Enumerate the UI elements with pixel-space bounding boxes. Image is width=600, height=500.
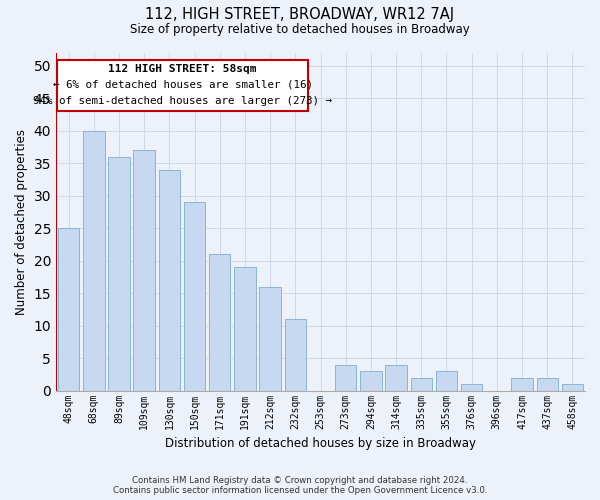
Bar xyxy=(234,267,256,390)
Bar xyxy=(259,286,281,391)
Bar xyxy=(335,364,356,390)
Bar xyxy=(158,170,180,390)
Bar xyxy=(562,384,583,390)
Bar xyxy=(58,228,79,390)
Y-axis label: Number of detached properties: Number of detached properties xyxy=(15,128,28,314)
Text: Contains HM Land Registry data © Crown copyright and database right 2024.
Contai: Contains HM Land Registry data © Crown c… xyxy=(113,476,487,495)
Bar xyxy=(410,378,432,390)
Text: ← 6% of detached houses are smaller (16): ← 6% of detached houses are smaller (16) xyxy=(53,80,313,90)
Text: 94% of semi-detached houses are larger (273) →: 94% of semi-detached houses are larger (… xyxy=(33,96,332,106)
Bar xyxy=(436,371,457,390)
FancyBboxPatch shape xyxy=(58,60,308,111)
Bar xyxy=(209,254,230,390)
Bar xyxy=(109,156,130,390)
Bar xyxy=(83,130,104,390)
Bar xyxy=(511,378,533,390)
X-axis label: Distribution of detached houses by size in Broadway: Distribution of detached houses by size … xyxy=(165,437,476,450)
Bar xyxy=(461,384,482,390)
Text: 112, HIGH STREET, BROADWAY, WR12 7AJ: 112, HIGH STREET, BROADWAY, WR12 7AJ xyxy=(145,8,455,22)
Text: 112 HIGH STREET: 58sqm: 112 HIGH STREET: 58sqm xyxy=(109,64,257,74)
Bar xyxy=(184,202,205,390)
Bar xyxy=(385,364,407,390)
Text: Size of property relative to detached houses in Broadway: Size of property relative to detached ho… xyxy=(130,22,470,36)
Bar xyxy=(284,319,306,390)
Bar xyxy=(133,150,155,390)
Bar xyxy=(536,378,558,390)
Bar xyxy=(360,371,382,390)
